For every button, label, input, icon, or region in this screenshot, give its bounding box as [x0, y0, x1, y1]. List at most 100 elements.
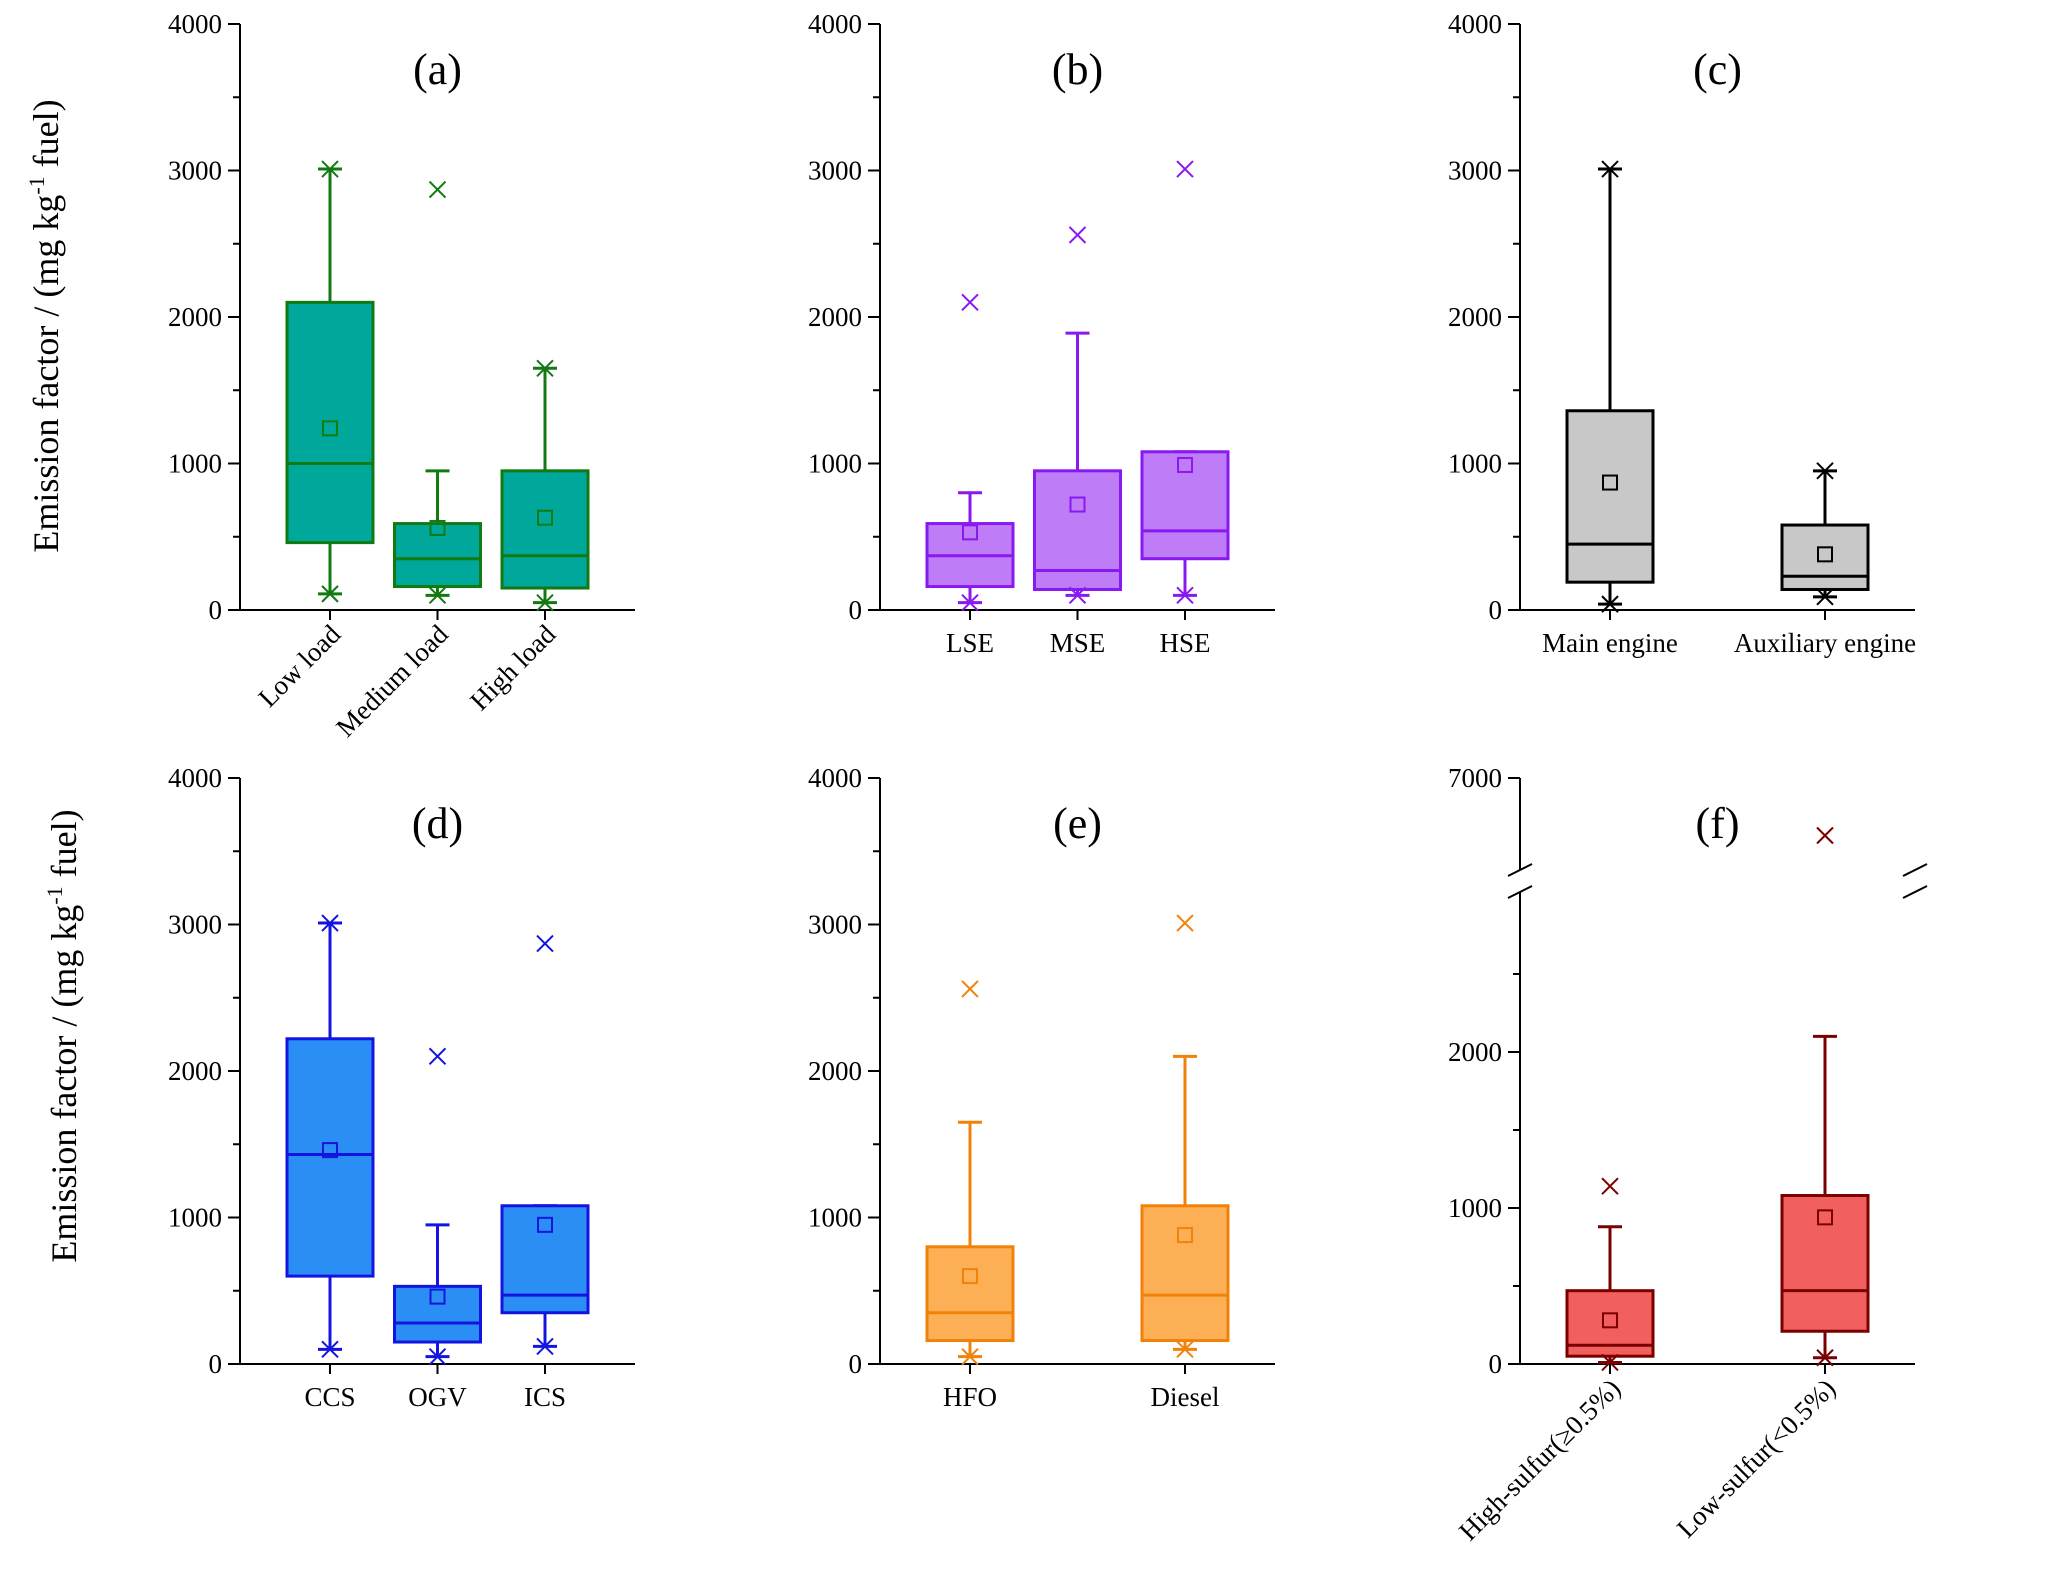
mean-marker — [1069, 496, 1086, 513]
y-tick-label: 4000 — [168, 9, 222, 39]
y-tick-label: 2000 — [808, 302, 862, 332]
outlier-marker — [428, 180, 447, 199]
x-tick-label: Low load — [252, 619, 346, 713]
outlier-marker — [1068, 226, 1087, 244]
y-tick-label: 0 — [209, 595, 223, 625]
panel-label: (d) — [412, 799, 463, 848]
panel-e: 0 1000 2000 3000 4000 (e) HFO Diesel — [808, 763, 1275, 1412]
y-tick-label: 1000 — [168, 449, 222, 479]
mean-marker — [1602, 1312, 1618, 1329]
y-tick-label: 0 — [1489, 595, 1503, 625]
x-tick-label: Medium load — [330, 619, 454, 743]
outlier-marker — [1816, 826, 1834, 845]
mean-marker — [1817, 1209, 1833, 1226]
box-group: High-sulfur(≥0.5%) — [1453, 1177, 1655, 1546]
box-group: High load — [464, 359, 590, 716]
y-tick-label: 1000 — [808, 1203, 862, 1233]
mean-marker — [322, 1142, 338, 1159]
box — [500, 1204, 590, 1315]
max-marker — [535, 359, 555, 377]
box — [500, 469, 590, 590]
panel-c: 0 1000 2000 3000 4000 (c) Main engine Auxiliary… — [1448, 9, 1916, 658]
axis-break-mark — [1507, 863, 1533, 877]
panel-label: (b) — [1052, 45, 1103, 94]
box — [285, 300, 375, 545]
mean-marker — [1602, 474, 1618, 491]
y-tick-label: 2000 — [1448, 302, 1502, 332]
y-tick-label: 4000 — [808, 763, 862, 793]
x-tick-label: OGV — [408, 1382, 467, 1412]
outlier-stroke — [428, 1047, 447, 1066]
mean-marker — [429, 519, 446, 536]
y-tick-label: 2000 — [168, 302, 222, 332]
mean-marker — [537, 509, 553, 526]
mean-marker — [429, 1288, 446, 1305]
x-tick-label: Auxiliary engine — [1734, 628, 1916, 658]
y-tick-label: 0 — [849, 1349, 863, 1379]
box-group: HSE — [1140, 160, 1230, 658]
min-marker — [960, 593, 980, 612]
box — [1565, 409, 1655, 584]
outlier-marker — [1176, 160, 1194, 178]
x-tick-label: High load — [464, 619, 561, 716]
max-marker — [1600, 160, 1620, 178]
y-tick-label: 4000 — [808, 9, 862, 39]
min-marker — [1600, 1353, 1620, 1372]
y-tick-label: 1000 — [808, 449, 862, 479]
min-marker — [535, 593, 555, 612]
x-tick-label: Low-sulfur(<0.5%) — [1671, 1373, 1841, 1543]
box-group: LSE — [925, 293, 1015, 658]
y-tick-label: 3000 — [1448, 156, 1502, 186]
min-marker — [1175, 1340, 1195, 1359]
box — [393, 522, 482, 589]
outlier-stroke — [428, 180, 447, 199]
box-group: Main engine — [1542, 160, 1678, 658]
y-tick-label: 3000 — [168, 910, 222, 940]
outlier-stroke — [961, 980, 979, 998]
panel-d: 0 1000 2000 3000 4000 (d) CCS OGV ICS — [168, 763, 635, 1412]
min-marker — [320, 1340, 340, 1359]
y-tick-label: 2000 — [808, 1056, 862, 1086]
outlier-marker — [961, 980, 979, 998]
y-tick-label: 3000 — [808, 910, 862, 940]
min-marker — [427, 586, 448, 605]
max-marker — [1815, 462, 1835, 480]
y-axis-label-bottom: Emission factor / (mg kg-1 fuel) — [42, 809, 84, 1262]
panel-label: (a) — [413, 45, 462, 94]
outlier-marker — [428, 1047, 447, 1066]
min-marker — [1600, 595, 1620, 613]
panel-f: 0 1000 2000 7000 (f) High-sulfur(≥0.5%) Low-su… — [1448, 763, 1928, 1546]
box-group: CCS — [285, 914, 375, 1412]
outlier-marker — [1176, 914, 1194, 932]
outlier-stroke — [1176, 160, 1194, 178]
x-tick-label: HSE — [1159, 628, 1210, 658]
min-marker — [960, 1347, 980, 1366]
max-marker — [320, 914, 340, 932]
box-group: MSE — [1033, 226, 1122, 658]
box — [1780, 523, 1870, 591]
mean-marker — [1177, 1227, 1193, 1244]
y-tick-label: 2000 — [1448, 1037, 1502, 1067]
x-tick-label: CCS — [304, 1382, 355, 1412]
axis-break-mark — [1507, 885, 1533, 899]
outlier-stroke — [1816, 826, 1834, 845]
min-marker — [1815, 1349, 1835, 1367]
y-tick-label: 0 — [849, 595, 863, 625]
x-tick-label: MSE — [1050, 628, 1106, 658]
min-marker — [427, 1347, 448, 1366]
box-group: Auxiliary engine — [1734, 462, 1916, 658]
y-tick-label: 1000 — [168, 1203, 222, 1233]
box-group: Diesel — [1140, 914, 1230, 1412]
axis-break-mark — [1902, 863, 1928, 877]
outlier-stroke — [1176, 914, 1194, 932]
outlier-stroke — [536, 934, 554, 953]
y-axis-label-top: Emission factor / (mg kg-1 fuel) — [24, 99, 66, 552]
y-tick-label: 3000 — [168, 156, 222, 186]
outlier-marker — [536, 934, 554, 953]
outlier-marker — [961, 293, 979, 312]
min-marker — [535, 1337, 555, 1356]
y-tick-label: 7000 — [1448, 763, 1502, 793]
y-tick-label: 4000 — [168, 763, 222, 793]
